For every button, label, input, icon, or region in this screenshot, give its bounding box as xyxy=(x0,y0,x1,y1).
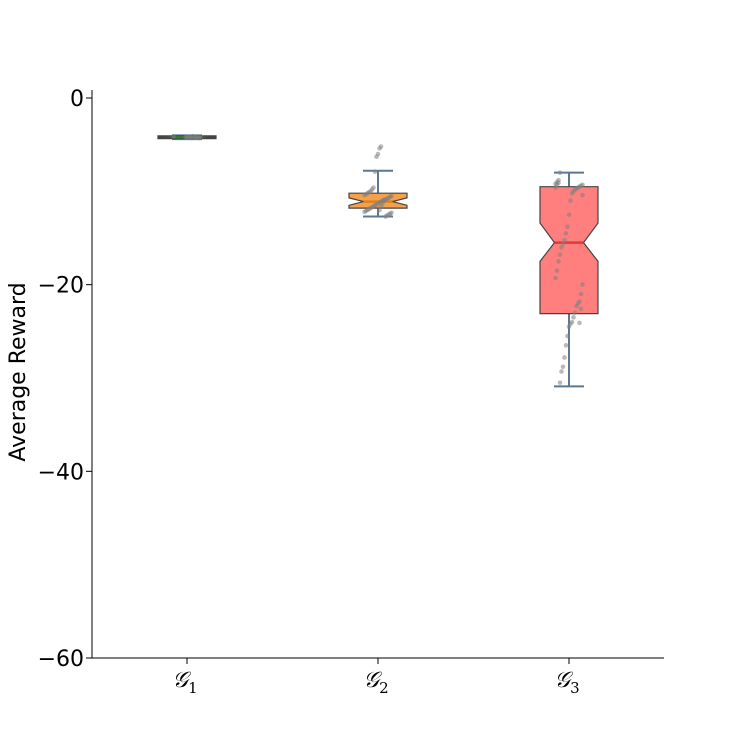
data-point xyxy=(362,192,367,198)
data-point xyxy=(559,369,564,374)
plot-area xyxy=(157,133,599,388)
data-point xyxy=(554,268,560,273)
data-point xyxy=(381,197,387,203)
data-point xyxy=(572,310,578,315)
data-point xyxy=(580,192,585,198)
data-point xyxy=(562,237,567,243)
x-tick-label: 𝒢2 xyxy=(363,668,388,697)
data-point xyxy=(563,343,569,348)
data-point xyxy=(171,133,176,139)
data-point xyxy=(577,320,582,326)
data-point xyxy=(578,306,584,312)
data-point xyxy=(566,324,572,329)
y-tick-label: −60 xyxy=(38,647,84,672)
data-point xyxy=(560,364,566,370)
box-group xyxy=(539,170,599,388)
y-axis: 0 −20 −40 −60 xyxy=(38,87,93,672)
y-tick-label: −40 xyxy=(38,460,84,485)
data-point xyxy=(568,198,573,203)
data-point xyxy=(578,291,584,297)
data-point xyxy=(374,154,379,160)
data-point xyxy=(557,380,563,385)
data-point xyxy=(553,185,558,190)
data-point xyxy=(377,207,382,213)
data-point xyxy=(560,241,566,246)
data-point xyxy=(372,169,378,175)
box-group xyxy=(348,144,408,219)
data-point xyxy=(556,259,561,264)
data-point xyxy=(571,315,576,320)
data-point xyxy=(383,214,388,219)
data-point xyxy=(565,224,570,230)
data-point xyxy=(565,333,570,339)
data-point xyxy=(362,209,367,215)
data-point xyxy=(557,252,563,258)
data-point xyxy=(378,203,384,209)
data-point xyxy=(580,282,585,287)
x-tick-label: 𝒢1 xyxy=(172,668,197,697)
y-tick-label: −20 xyxy=(38,274,84,299)
x-axis: 𝒢1 𝒢2 𝒢3 xyxy=(92,657,664,697)
box xyxy=(539,186,599,315)
data-point xyxy=(566,212,572,217)
data-point xyxy=(377,146,382,151)
data-point xyxy=(183,134,188,140)
y-axis-title: Average Reward xyxy=(6,282,31,461)
data-point xyxy=(562,355,567,360)
data-point xyxy=(569,190,575,196)
data-point xyxy=(553,275,558,281)
data-point xyxy=(559,245,564,250)
y-tick-label: 0 xyxy=(70,87,84,112)
data-point xyxy=(563,231,569,236)
x-tick-label: 𝒢3 xyxy=(554,668,579,697)
data-point xyxy=(557,170,563,175)
box-group xyxy=(157,133,217,141)
data-point xyxy=(574,303,579,309)
